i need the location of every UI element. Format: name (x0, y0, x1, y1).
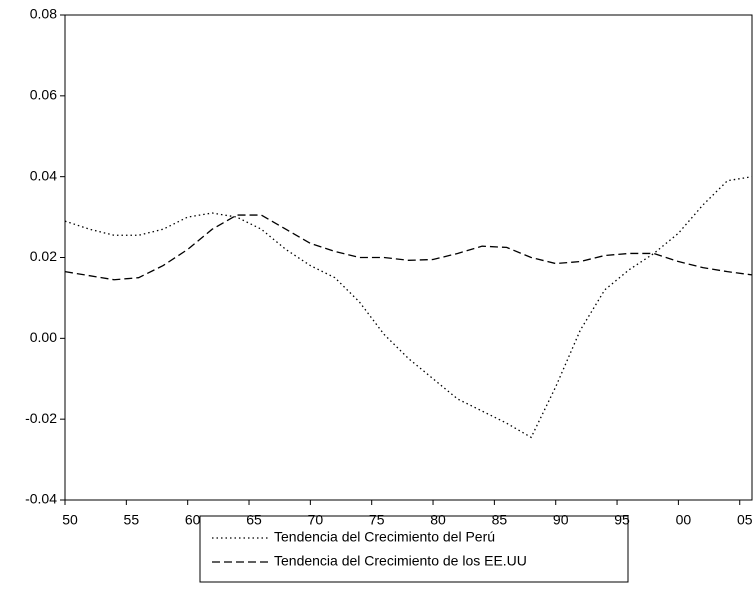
x-tick-label: 05 (737, 512, 753, 528)
line-series (64, 214, 753, 281)
x-tick-label: 65 (246, 512, 262, 528)
y-tick-label: 0.06 (30, 87, 57, 103)
x-tick-label: 90 (553, 512, 569, 528)
x-tick-label: 55 (124, 512, 140, 528)
plot-frame (64, 14, 753, 501)
x-tick-label: 80 (430, 512, 446, 528)
x-tick-label: 75 (369, 512, 385, 528)
y-tick-label: 0.02 (30, 248, 57, 264)
x-tick-label: 50 (62, 512, 78, 528)
legend-box (199, 515, 629, 583)
x-tick-label: 95 (614, 512, 630, 528)
x-tick-label: 85 (492, 512, 508, 528)
legend-label: Tendencia del Crecimiento del Perú (274, 529, 495, 545)
legend-label: Tendencia del Crecimiento de los EE.UU (274, 553, 527, 569)
y-tick-label: 0.08 (30, 6, 57, 22)
x-tick-label: 60 (185, 512, 201, 528)
x-tick-label: 00 (676, 512, 692, 528)
y-tick-label: -0.02 (25, 410, 57, 426)
line-series (64, 176, 753, 439)
x-tick-label: 70 (308, 512, 324, 528)
y-tick-label: 0.04 (30, 167, 57, 183)
y-tick-label: -0.04 (25, 491, 57, 507)
y-tick-label: 0.00 (30, 329, 57, 345)
